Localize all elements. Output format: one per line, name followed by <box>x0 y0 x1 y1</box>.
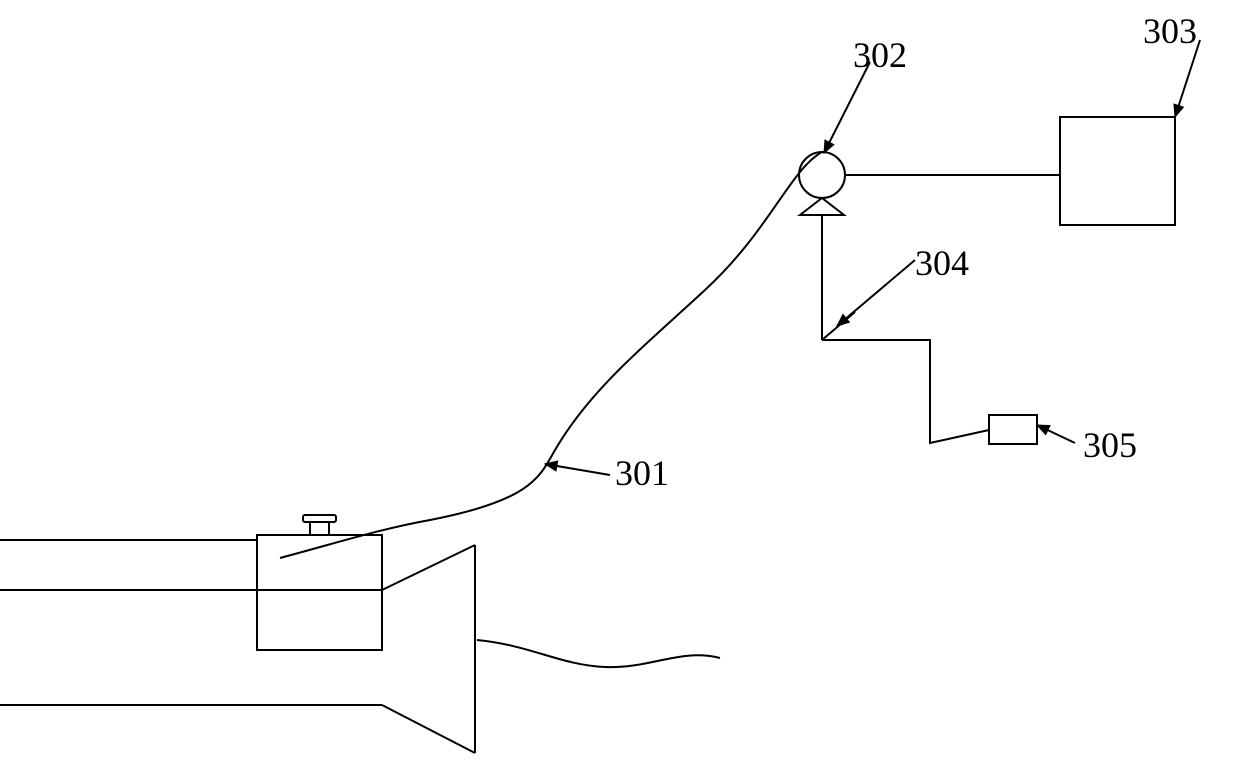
leader-lines <box>545 40 1200 475</box>
pump-icon <box>799 152 845 198</box>
label-301: 301 <box>615 453 669 493</box>
pump-inlet-triangle <box>800 198 844 215</box>
label-304: 304 <box>915 243 969 283</box>
box-303 <box>1060 117 1175 225</box>
box-305 <box>989 415 1037 444</box>
label-305: 305 <box>1083 425 1137 465</box>
schematic-diagram: 301 302 303 304 305 <box>0 0 1239 763</box>
engine-cap <box>303 515 336 522</box>
engine-neck <box>310 522 329 535</box>
exhaust-nozzle <box>382 545 475 753</box>
label-302: 302 <box>853 35 907 75</box>
line-304-to-305 <box>822 340 989 443</box>
label-303: 303 <box>1143 11 1197 51</box>
engine-body-group <box>0 515 720 753</box>
node-304-group <box>822 312 989 443</box>
body-rect <box>0 590 382 705</box>
engine-block <box>257 535 382 650</box>
duct-301 <box>280 152 822 558</box>
exhaust-trail <box>477 640 720 667</box>
